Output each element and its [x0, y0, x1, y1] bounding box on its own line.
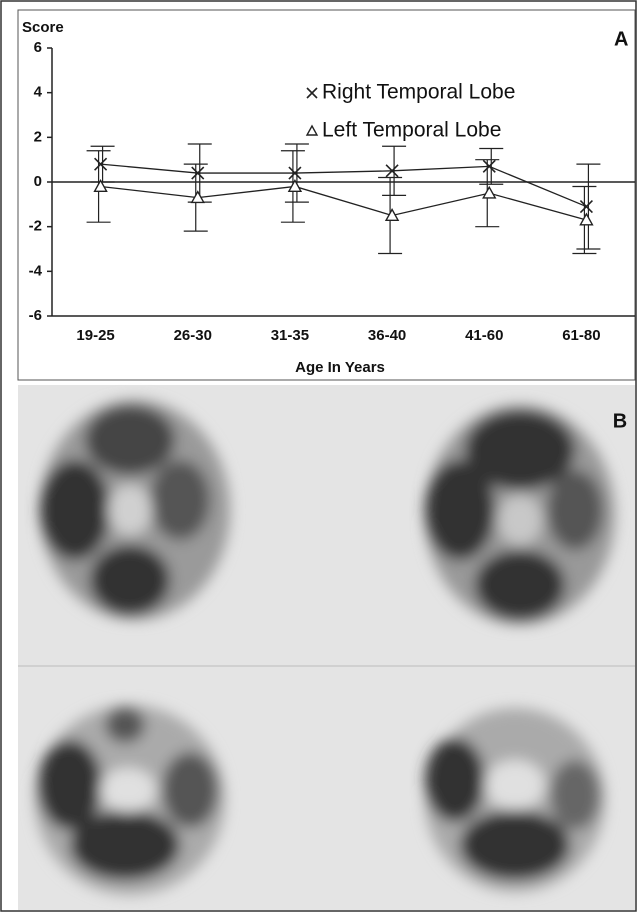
x-tick-label: 26-30: [174, 327, 212, 344]
legend-marker: [305, 124, 319, 136]
marker: [384, 208, 400, 221]
brain-scan: [425, 405, 615, 625]
brain-scan: [35, 705, 225, 895]
y-tick-label: -2: [29, 218, 42, 235]
y-axis-label: Score: [22, 19, 64, 36]
y-tick-label: 6: [34, 39, 42, 56]
marker: [385, 164, 399, 178]
legend-label: Left Temporal Lobe: [322, 119, 501, 142]
marker: [579, 200, 593, 214]
marker: [94, 157, 108, 171]
marker: [482, 185, 497, 199]
marker: [482, 159, 496, 173]
marker: [287, 179, 303, 192]
y-tick-label: 2: [34, 128, 42, 145]
y-tick-label: 0: [34, 173, 42, 190]
legend-label: Right Temporal Lobe: [322, 81, 515, 104]
brain-scan: [425, 708, 605, 892]
legend-marker: [306, 87, 318, 99]
panel-label: A: [614, 28, 628, 50]
x-tick-label: 41-60: [465, 327, 503, 344]
brain-scan: [40, 400, 230, 620]
x-tick-label: 19-25: [76, 327, 114, 344]
series-line: [100, 163, 587, 208]
series-line: [100, 185, 587, 221]
x-axis-label: Age In Years: [295, 359, 385, 376]
y-tick-label: -6: [29, 307, 42, 324]
y-tick-label: 4: [34, 84, 43, 101]
marker: [93, 179, 108, 192]
marker: [288, 166, 302, 180]
marker: [579, 212, 594, 226]
y-tick-label: -4: [29, 262, 43, 279]
marker: [191, 166, 205, 180]
chart-frame: [17, 9, 636, 381]
x-tick-label: 61-80: [562, 327, 600, 344]
image-panel: B: [18, 385, 635, 910]
panel-label: B: [613, 410, 627, 432]
error-bar: [576, 163, 601, 250]
x-tick-label: 31-35: [271, 327, 309, 344]
x-tick-label: 36-40: [368, 327, 406, 344]
marker: [190, 190, 205, 204]
error-bar: [479, 147, 504, 185]
